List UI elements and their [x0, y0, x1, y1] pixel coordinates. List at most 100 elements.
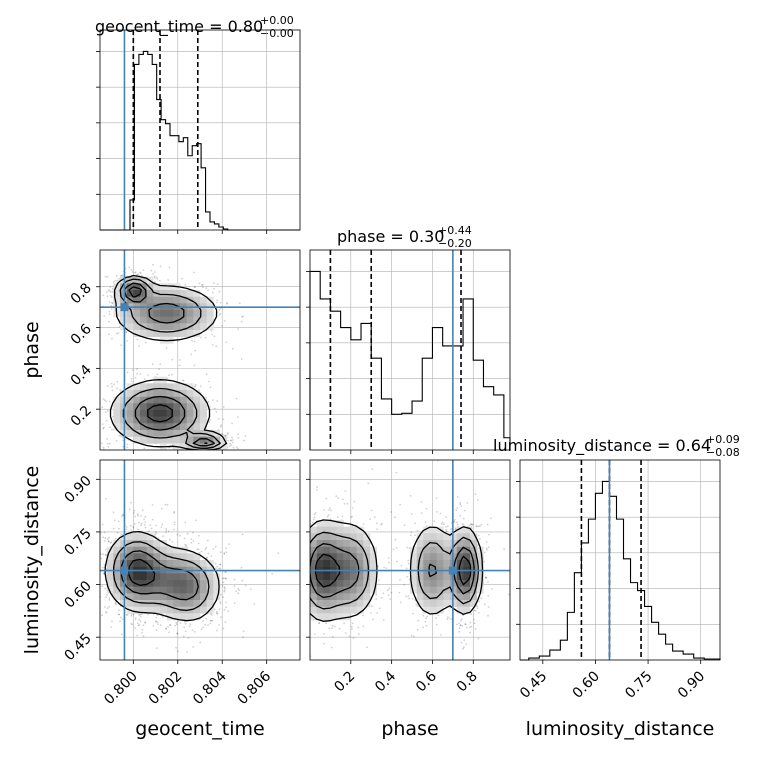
density-cell [146, 323, 154, 331]
density-cell [146, 330, 154, 337]
scatter-point [476, 607, 479, 610]
scatter-point [214, 450, 216, 452]
scatter-point [296, 540, 298, 542]
scatter-point [156, 614, 159, 617]
density-cell [120, 430, 127, 437]
density-cell [126, 546, 134, 554]
scatter-point [462, 523, 465, 526]
scatter-point [192, 540, 195, 542]
density-cell [133, 310, 141, 317]
x-tick-label: 0.804 [190, 668, 230, 708]
scatter-point [241, 579, 244, 582]
density-cell [126, 533, 134, 541]
scatter-point [116, 387, 118, 390]
scatter-point [130, 613, 133, 616]
panel-frame [99, 29, 301, 231]
scatter-point [109, 542, 112, 544]
scatter-point [222, 596, 225, 598]
scatter-point [465, 643, 468, 645]
scatter-point [90, 426, 92, 428]
density-cell [120, 276, 127, 284]
density-cell [160, 330, 167, 337]
scatter-point [212, 548, 215, 550]
scatter-point [191, 339, 194, 342]
density-cell [113, 396, 121, 404]
scatter-point [103, 540, 106, 542]
scatter-point [106, 607, 109, 609]
scatter-point [192, 531, 194, 534]
title-luminosity-distance-minus: −0.08 [706, 446, 740, 459]
scatter-point [227, 452, 229, 454]
scatter-point [107, 540, 110, 543]
scatter-point [288, 612, 290, 614]
scatter-point [425, 507, 428, 510]
scatter-point [237, 588, 240, 590]
scatter-point [176, 623, 178, 626]
scatter-point [118, 277, 120, 280]
scatter-point [240, 358, 243, 360]
scatter-point [197, 452, 199, 454]
scatter-point [295, 554, 297, 556]
scatter-point [184, 630, 187, 633]
scatter-point [244, 435, 247, 437]
scatter-point [323, 509, 325, 511]
scatter-point [382, 619, 385, 621]
density-cell [186, 613, 194, 621]
scatter-point [106, 409, 109, 412]
density-cell [140, 573, 147, 581]
scatter-point [130, 501, 133, 504]
scatter-point [106, 538, 109, 540]
scatter-point [218, 417, 220, 420]
scatter-point [377, 565, 379, 568]
scatter-point [220, 424, 223, 427]
scatter-point [111, 620, 113, 623]
scatter-point [209, 405, 211, 408]
density-cell [200, 396, 207, 404]
scatter-point [216, 301, 218, 304]
scatter-point [137, 273, 140, 275]
scatter-point [91, 549, 93, 551]
scatter-point [410, 513, 413, 515]
scatter-point [166, 503, 169, 506]
scatter-point [106, 276, 109, 278]
scatter-point [294, 622, 296, 624]
scatter-point [308, 616, 310, 618]
scatter-point [110, 541, 113, 544]
density-cell [200, 600, 207, 607]
scatter-point [205, 373, 208, 376]
scatter-point [304, 534, 306, 536]
scatter-point [144, 526, 147, 529]
density-cell [180, 443, 187, 450]
scatter-point [445, 528, 448, 531]
scatter-point [119, 620, 121, 623]
scatter-point [224, 434, 227, 437]
density-cell [166, 310, 174, 317]
scatter-point [380, 523, 383, 526]
scatter-point [226, 432, 229, 434]
density-cell [206, 430, 214, 437]
scatter-point [210, 613, 213, 616]
scatter-point [298, 516, 300, 518]
density-cell [186, 573, 194, 581]
scatter-point [97, 382, 99, 384]
scatter-point [204, 548, 207, 550]
scatter-point [139, 373, 142, 375]
scatter-point [224, 587, 226, 590]
scatter-point [376, 522, 378, 525]
density-cell [120, 600, 127, 607]
density-cell [146, 560, 154, 567]
scatter-point [357, 633, 360, 636]
scatter-point [101, 566, 104, 569]
scatter-point [223, 589, 226, 592]
scatter-point [470, 625, 473, 628]
scatter-point [105, 548, 107, 551]
density-cell [106, 553, 114, 561]
scatter-point [184, 284, 187, 286]
scatter-point [471, 523, 473, 526]
scatter-point [61, 291, 63, 293]
density-cell [180, 423, 187, 431]
density-cell [133, 416, 141, 424]
scatter-point [96, 554, 98, 556]
scatter-point [130, 622, 133, 625]
scatter-point [117, 470, 119, 472]
